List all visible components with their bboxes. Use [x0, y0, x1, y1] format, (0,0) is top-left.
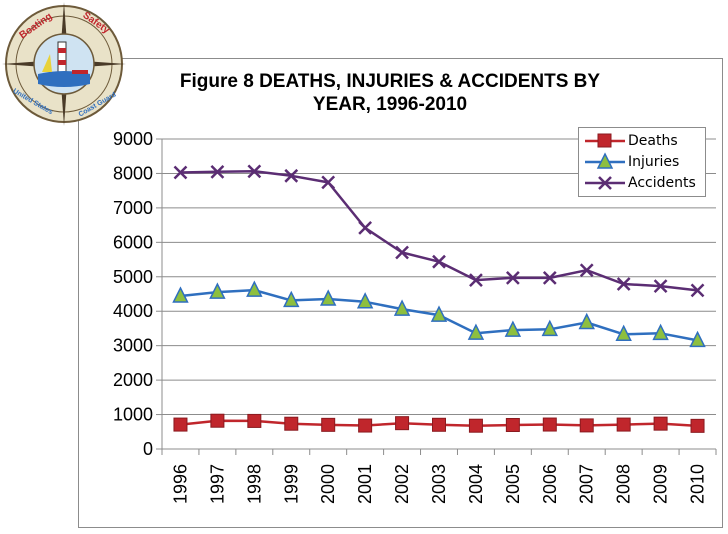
y-tick-label: 4000 — [113, 301, 153, 321]
point-accidents — [358, 221, 373, 235]
point-injuries — [467, 323, 485, 340]
y-axis-ticks: 0 1000 2000 3000 4000 5000 6000 7000 8000 9000 — [113, 129, 153, 459]
point-injuries — [430, 305, 448, 322]
series-markers — [172, 164, 706, 433]
point-injuries — [319, 289, 337, 306]
point-deaths — [358, 418, 373, 433]
point-injuries — [504, 320, 522, 337]
point-accidents — [395, 245, 409, 260]
x-tick-label: 1996 — [170, 464, 190, 504]
y-tick-label: 5000 — [113, 267, 153, 287]
point-deaths — [579, 418, 594, 433]
point-deaths — [616, 417, 631, 432]
point-accidents — [579, 263, 594, 278]
chart-title-line1: Figure 8 DEATHS, INJURIES & ACCIDENTS BY — [179, 71, 601, 92]
point-deaths — [468, 418, 483, 433]
point-injuries — [283, 290, 300, 308]
point-deaths — [690, 418, 705, 433]
x-tick-label: 2010 — [688, 464, 708, 504]
point-accidents — [469, 273, 483, 287]
point-deaths — [395, 416, 410, 431]
point-injuries — [652, 323, 669, 341]
x-tick-label: 1998 — [244, 464, 264, 504]
y-tick-label: 0 — [143, 439, 153, 459]
legend-item-deaths: Deaths — [579, 131, 705, 151]
point-injuries — [615, 324, 632, 342]
legend-label-accidents: Accidents — [628, 175, 696, 191]
legend-item-injuries: Injuries — [579, 152, 705, 172]
point-injuries — [356, 292, 374, 309]
point-deaths — [173, 417, 188, 432]
point-accidents — [321, 175, 336, 190]
point-deaths — [247, 413, 262, 428]
legend-swatch-deaths — [585, 133, 625, 148]
x-tick-label: 2008 — [614, 464, 634, 504]
legend-label-injuries: Injuries — [628, 154, 680, 170]
x-axis-ticks: 1996 1997 1998 1999 2000 2001 2002 2003 2004 2005… — [170, 464, 707, 504]
legend-item-accidents: Accidents — [579, 173, 705, 193]
legend-label-deaths: Deaths — [628, 133, 678, 149]
chart-legend: Deaths Injuries Accidents — [578, 127, 706, 197]
point-accidents — [616, 277, 631, 291]
point-injuries — [393, 299, 411, 316]
point-accidents — [432, 254, 446, 269]
x-tick-label: 2007 — [577, 464, 597, 504]
y-tick-label: 2000 — [113, 370, 153, 390]
point-accidents — [247, 164, 262, 179]
chart-title: Figure 8 DEATHS, INJURIES & ACCIDENTS BY… — [140, 70, 640, 116]
legend-swatch-injuries — [585, 152, 625, 169]
point-accidents — [284, 168, 299, 183]
x-tick-label: 1999 — [281, 464, 301, 504]
x-tick-label: 2001 — [355, 464, 375, 504]
point-injuries — [689, 330, 706, 348]
point-injuries — [246, 280, 263, 297]
y-tick-label: 9000 — [113, 129, 153, 149]
series-lines — [180, 170, 698, 428]
x-tick-label: 2009 — [651, 464, 671, 504]
x-tick-label: 2004 — [466, 464, 486, 504]
point-injuries — [541, 319, 559, 337]
point-accidents — [690, 283, 705, 298]
point-deaths — [321, 417, 336, 432]
chart-title-line2: YEAR, 1996-2010 — [312, 94, 468, 115]
y-tick-label: 7000 — [113, 198, 153, 218]
axes — [156, 138, 717, 455]
legend-swatch-accidents — [585, 176, 625, 190]
point-deaths — [432, 417, 446, 432]
point-deaths — [210, 413, 225, 428]
point-accidents — [653, 279, 668, 293]
point-accidents — [210, 164, 225, 179]
y-tick-label: 6000 — [113, 232, 153, 252]
y-tick-label: 8000 — [113, 163, 153, 183]
point-deaths — [284, 416, 299, 431]
point-deaths — [653, 416, 668, 431]
point-injuries — [172, 286, 189, 303]
point-accidents — [542, 271, 557, 285]
x-tick-label: 1997 — [207, 464, 227, 504]
point-accidents — [173, 165, 188, 180]
x-tick-label: 2003 — [429, 464, 449, 504]
x-tick-label: 2005 — [503, 464, 523, 504]
point-injuries — [209, 282, 226, 299]
point-accidents — [505, 270, 520, 285]
point-injuries — [578, 312, 595, 330]
y-tick-label: 3000 — [113, 336, 153, 356]
point-deaths — [542, 417, 557, 432]
boating-safety-seal-icon: Boating Safety United States Coast Guard — [2, 2, 126, 126]
x-tick-label: 2000 — [318, 464, 338, 504]
x-tick-label: 2006 — [540, 464, 560, 504]
point-deaths — [505, 417, 520, 432]
y-tick-label: 1000 — [113, 405, 153, 425]
x-tick-label: 2002 — [392, 464, 412, 504]
